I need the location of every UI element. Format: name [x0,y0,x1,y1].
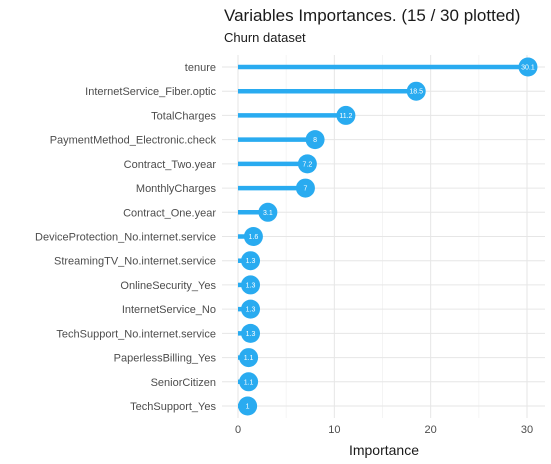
lollipop-point [305,130,325,150]
value-label: 18.5 [409,89,423,96]
lollipop-point [406,81,426,101]
grid [222,55,545,418]
value-label: 1.1 [244,355,254,362]
value-label: 1.6 [249,234,259,241]
value-label: 1.3 [246,258,256,265]
y-tick-label: MonthlyCharges [136,183,217,195]
x-tick-label: 30 [521,424,533,436]
lollipop-point [336,105,356,125]
x-axis: 0 10 20 30 [235,424,533,436]
lollipop-point [241,275,261,295]
value-label: 1.1 [244,379,254,386]
lollipop-point [258,202,278,222]
value-label: 3.1 [263,210,273,217]
chart-subtitle: Churn dataset [224,30,306,45]
y-tick-label: TotalCharges [151,110,216,122]
y-tick-label: TechSupport_No.internet.service [56,328,216,340]
value-label: 11.2 [339,113,352,120]
y-tick-label: DeviceProtection_No.internet.service [35,232,216,244]
value-label: 7.2 [302,161,312,168]
lollipop-point [241,299,261,319]
x-tick-label: 0 [235,424,241,436]
lollipop-point [297,154,317,174]
lollipop-point [241,251,261,271]
value-label: 30.1 [521,65,535,72]
value-label: 1 [246,404,250,411]
y-axis: tenure InternetService_Fiber.optic TotalCh… [35,62,216,413]
lollipop-point [238,396,258,416]
y-tick-label: InternetService_Fiber.optic [85,86,216,98]
chart-title: Variables Importances. (15 / 30 plotted) [224,6,520,25]
value-label: 1.3 [246,307,256,314]
lollipop-point [295,178,315,198]
y-tick-label: StreamingTV_No.internet.service [54,256,216,268]
y-tick-label: OnlineSecurity_Yes [120,280,216,292]
lollipop-point [243,227,263,246]
y-tick-label: PaymentMethod_Electronic.check [50,135,217,147]
value-label: 7 [303,186,307,193]
y-tick-label: PaperlessBilling_Yes [114,353,217,365]
y-tick-label: Contract_One.year [123,207,216,219]
x-axis-label: Importance [349,442,419,458]
lollipop-point [241,323,261,343]
value-label: 1.3 [246,331,256,338]
x-tick-label: 20 [425,424,437,436]
lollipop-point [239,348,259,368]
y-tick-label: Contract_Two.year [124,159,217,171]
x-tick-label: 10 [328,424,340,436]
value-label: 8 [313,137,317,144]
lollipop-point [518,57,538,77]
y-tick-label: SeniorCitizen [151,377,216,389]
lollipop-point [239,372,259,392]
y-tick-label: tenure [185,62,216,74]
data-marks: 30.1 18.5 11.2 8 7.2 7 3.1 1.6 1.3 1.3 1.3 1.3 1.1 1.… [238,57,538,416]
value-label: 1.3 [246,282,256,289]
y-tick-label: InternetService_No [122,304,216,316]
y-tick-label: TechSupport_Yes [130,401,216,413]
